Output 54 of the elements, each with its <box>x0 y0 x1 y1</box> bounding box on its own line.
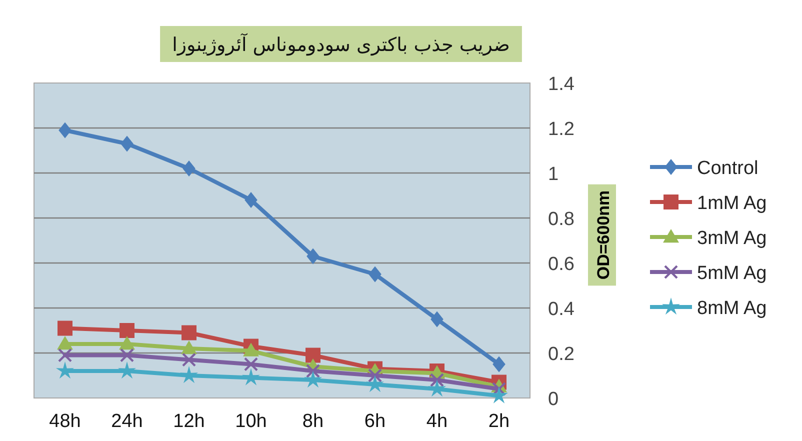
y-tick-label: 0.6 <box>548 254 574 275</box>
point <box>430 372 444 388</box>
point <box>428 380 446 397</box>
point <box>58 348 72 362</box>
point <box>120 323 134 338</box>
x-tick-label: 10h <box>235 411 267 432</box>
point <box>306 364 320 378</box>
y-tick-label: 0.8 <box>548 209 574 230</box>
y-axis-title: OD=600nm <box>594 190 613 280</box>
y-tick-label: 0.4 <box>548 299 575 320</box>
legend-label: 8mM Ag <box>697 298 767 319</box>
point <box>182 352 196 367</box>
point <box>182 325 196 340</box>
point <box>181 340 197 354</box>
legend-label: 3mM Ag <box>697 228 767 249</box>
x-tick-label: 4h <box>426 411 448 432</box>
y-tick-label: 1.4 <box>548 74 575 95</box>
point <box>118 362 136 379</box>
point <box>58 122 72 138</box>
point <box>182 160 196 176</box>
point <box>57 336 73 350</box>
point <box>368 266 382 282</box>
point <box>306 248 320 264</box>
point <box>244 357 258 372</box>
legend-label: 1mM Ag <box>697 193 767 214</box>
y-tick-label: 0.2 <box>548 344 574 365</box>
x-tick-label: 2h <box>488 411 510 432</box>
legend-label: Control <box>697 158 758 179</box>
point <box>368 368 382 383</box>
point <box>430 311 444 328</box>
x-tick-label: 12h <box>173 411 205 432</box>
point <box>58 320 72 336</box>
x-tick-label: 8h <box>302 411 324 432</box>
point <box>490 386 508 404</box>
point <box>304 370 322 388</box>
chart-title: ضریب جذب باکتری سودوموناس آئروژینوزا <box>172 33 510 56</box>
x-tick-label: 6h <box>364 411 386 432</box>
point <box>120 348 134 362</box>
point <box>492 356 506 372</box>
point <box>120 136 134 152</box>
point <box>306 348 320 363</box>
point <box>119 336 135 350</box>
y-tick-label: 1 <box>548 164 559 185</box>
x-tick-label: 48h <box>49 411 81 432</box>
y-tick-label: 0 <box>548 389 559 410</box>
y-tick-label: 1.2 <box>548 119 574 140</box>
point <box>244 192 258 208</box>
point <box>242 368 260 386</box>
point <box>366 375 384 392</box>
point <box>180 366 198 384</box>
legend-label: 5mM Ag <box>697 263 767 284</box>
x-tick-label: 24h <box>111 411 143 432</box>
point <box>243 342 259 356</box>
point <box>56 362 74 379</box>
